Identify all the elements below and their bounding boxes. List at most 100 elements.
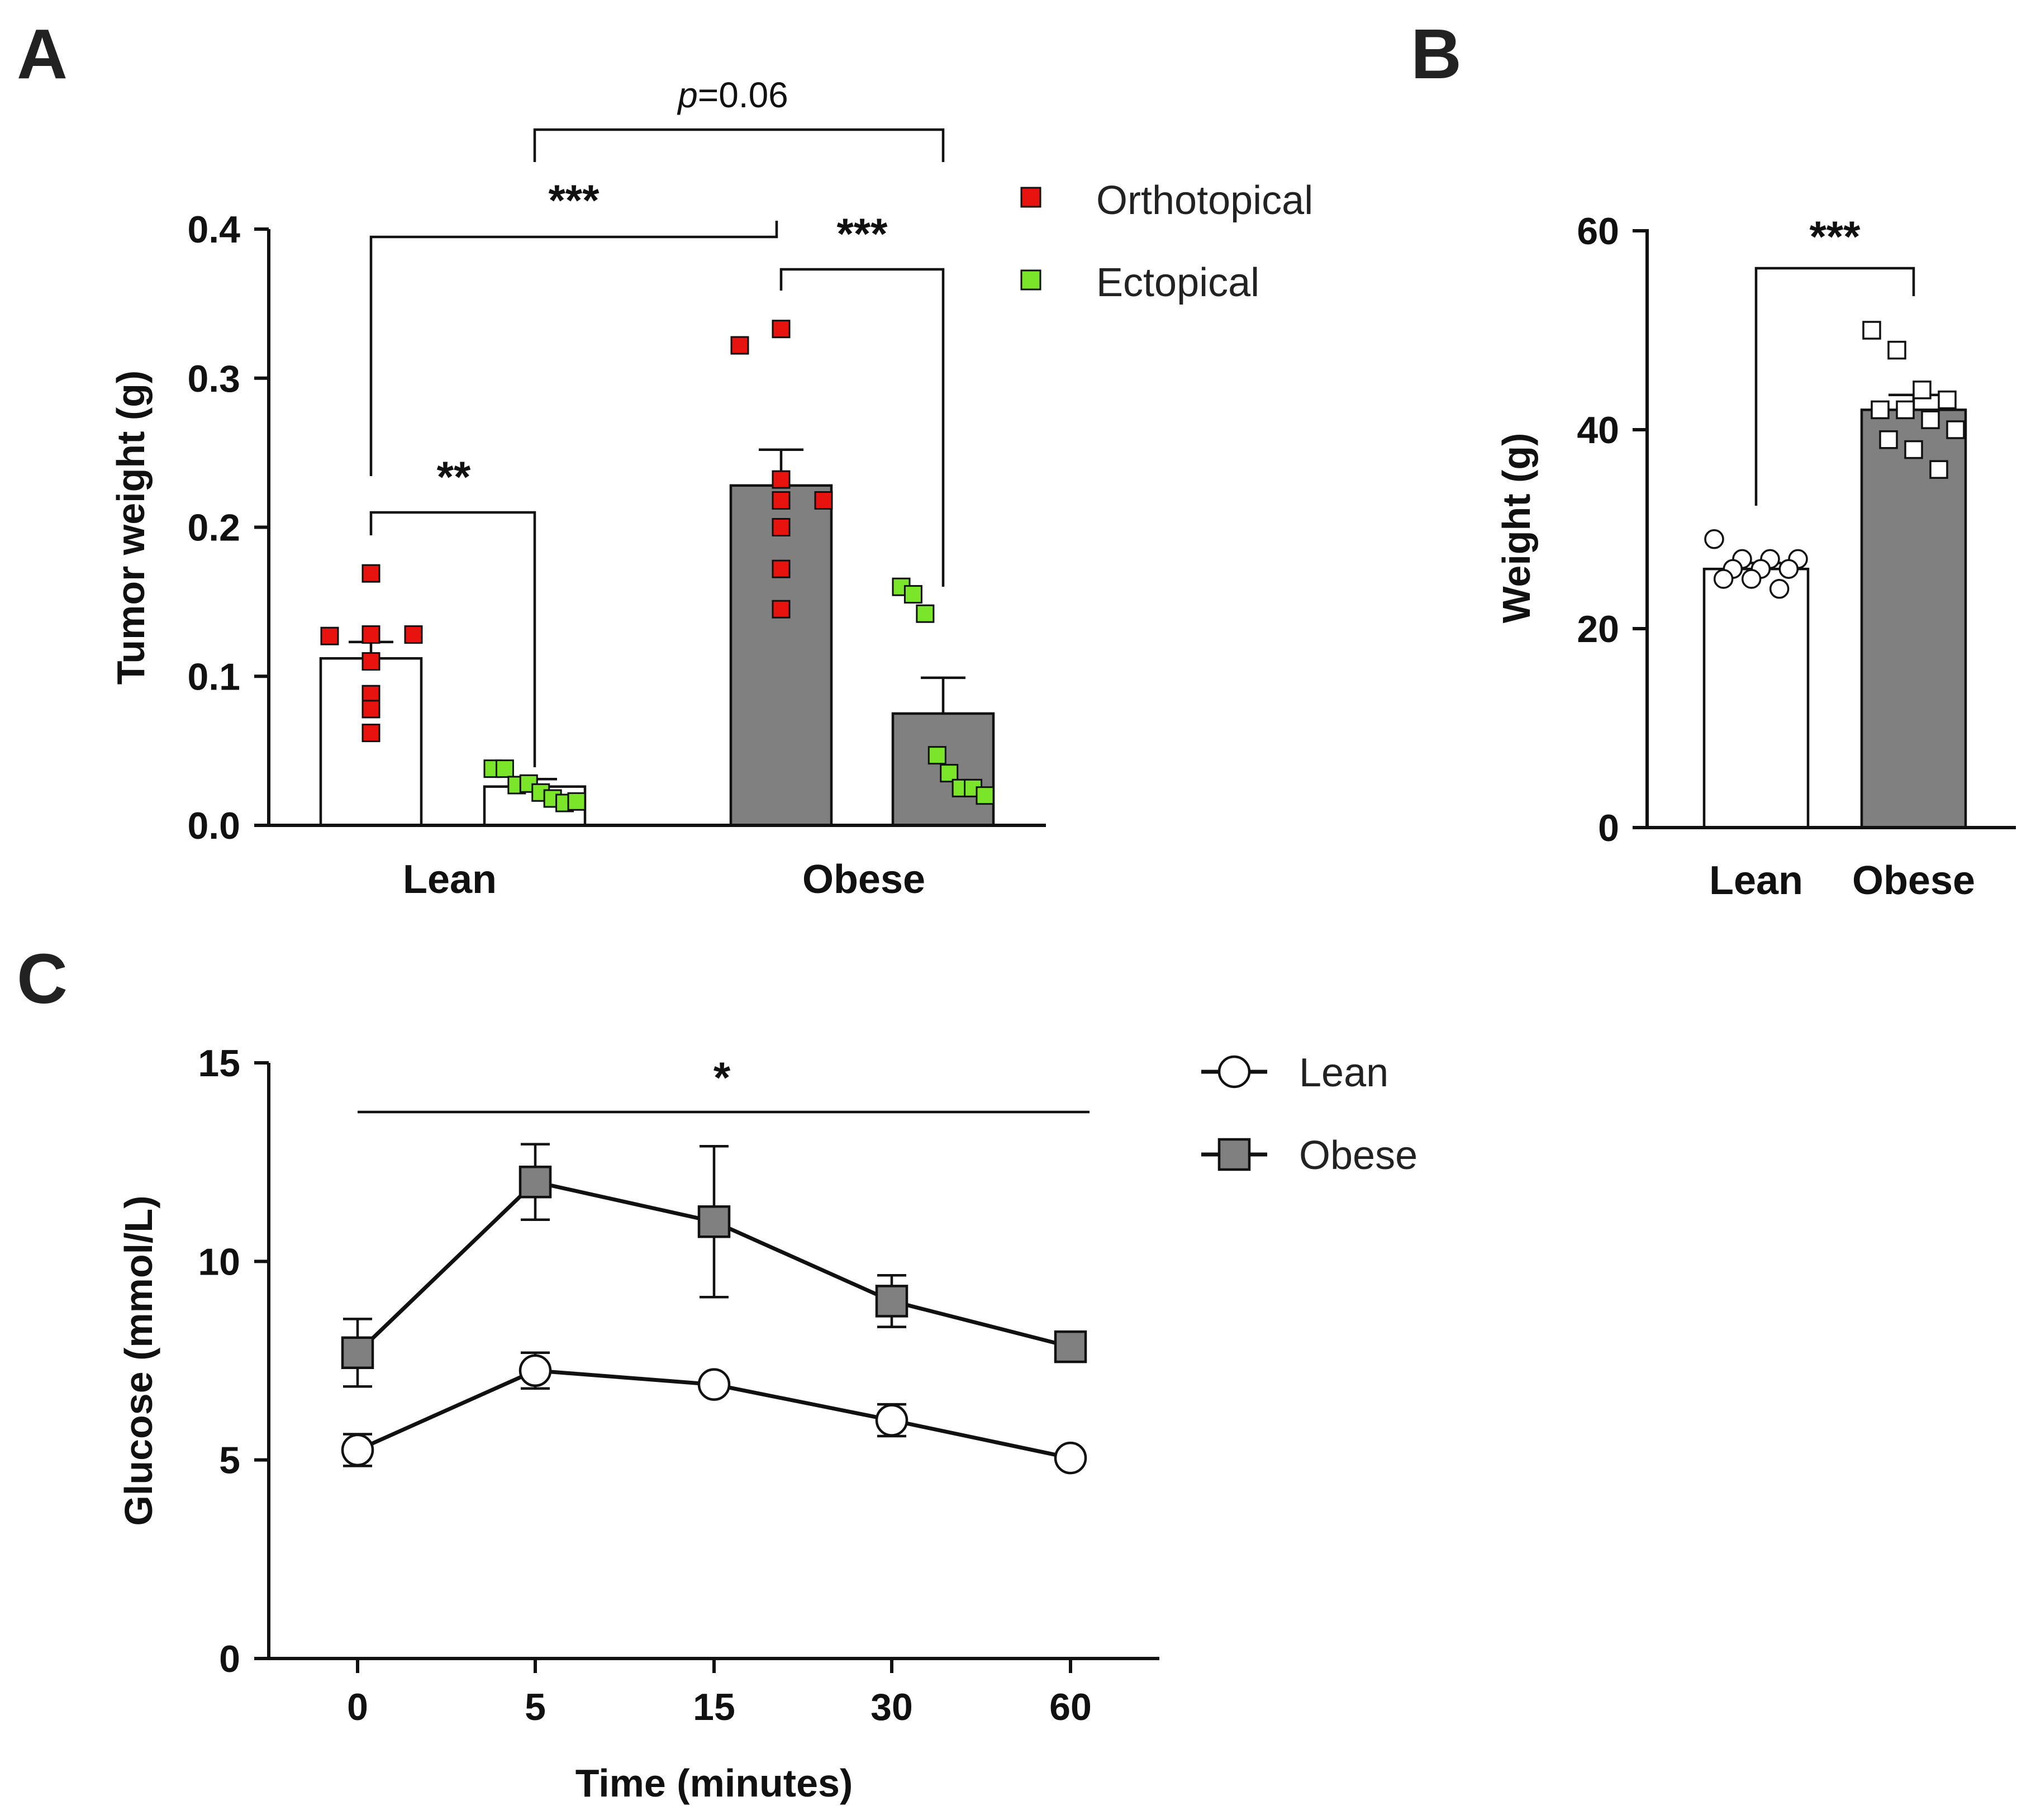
panel-c-y-tick-label: 5 [219, 1439, 240, 1482]
panel-b-y-tick-label: 60 [1577, 210, 1619, 253]
panel-a-error-bar [921, 676, 965, 714]
panel-c-y-tick-label: 10 [198, 1241, 240, 1283]
panel-a-point [927, 746, 946, 765]
panel-a-p-symbol: p [677, 75, 698, 115]
panel-a-bracket-obese-ortho-vs-ecto [779, 268, 945, 587]
legend-lean-marker [1217, 1055, 1251, 1089]
panel-b-letter: B [1411, 15, 1462, 93]
panel-c-marker-lean [875, 1404, 908, 1437]
legend-obese-marker [1217, 1138, 1251, 1171]
panel-c-marker-obese [697, 1205, 731, 1238]
panel-a-point [404, 625, 423, 644]
panel-a-points [320, 320, 995, 812]
panel-a-x-label-obese: Obese [802, 857, 925, 902]
panel-b-point [1938, 390, 1957, 410]
legend-ectopical-label: Ectopical [1096, 260, 1259, 305]
legend-obese-label: Obese [1299, 1133, 1417, 1178]
panel-a-y-tick-label: 0.3 [187, 358, 240, 400]
panel-a-bar-obese-orthotopical [729, 484, 833, 827]
panel-b-point [1913, 381, 1932, 400]
panel-a: A 0.00.10.20.30.4 Tumor weight (g) Lean … [17, 15, 1313, 902]
panel-a-y-axis-title: Tumor weight (g) [109, 370, 153, 685]
panel-b-point [1921, 410, 1940, 429]
panel-b-point [1704, 529, 1724, 549]
legend-orthotopical-label: Orthotopical [1096, 178, 1313, 223]
panel-c-marker-lean [341, 1433, 374, 1467]
panel-a-point [772, 600, 791, 619]
panel-a-y-tick-label: 0.2 [187, 507, 240, 549]
panel-c-x-axis-title: Time (minutes) [575, 1761, 853, 1805]
panel-b-x-label-lean: Lean [1709, 858, 1803, 903]
panel-c-x-tick-label: 60 [1049, 1686, 1092, 1728]
panel-b-point [1896, 400, 1915, 420]
panel-a-y-ticks: 0.0 0.1 0.2 0.3 0.4 [187, 208, 269, 847]
panel-c-marker-obese [1054, 1330, 1087, 1363]
panel-a-point [320, 626, 339, 645]
panel-a-point [361, 700, 380, 719]
legend-ectopical-swatch [1020, 269, 1041, 291]
panel-a-point [567, 792, 586, 811]
panel-a-sig-lean-ortho-vs-ecto: ** [437, 452, 471, 501]
panel-b-point [1871, 400, 1890, 420]
panel-a-point [495, 759, 514, 778]
panel-b-y-tick-label: 0 [1598, 807, 1619, 849]
panel-c-y-axis-title: Glucose (mmol/L) [117, 1195, 160, 1526]
panel-c-marker-obese [875, 1285, 908, 1318]
panel-c-marker-lean [697, 1368, 731, 1401]
panel-b-sig: *** [1809, 212, 1861, 261]
panel-a-bars [319, 484, 995, 827]
panel-b-point [1929, 460, 1948, 479]
panel-b-point [1904, 440, 1923, 459]
panel-b-point [1946, 420, 1965, 439]
panel-a-legend: Orthotopical Ectopical [1020, 178, 1313, 305]
panel-a-bracket-lean-vs-obese [369, 221, 778, 476]
panel-c-y-tick-label: 15 [198, 1042, 240, 1085]
panel-a-point [976, 786, 995, 805]
panel-c-marker-lean [1054, 1441, 1087, 1475]
panel-b-x-label-obese: Obese [1852, 858, 1975, 903]
panel-c: C 0 5 10 15 0 5 15 30 60 Glucose (mmol/L) Time … [17, 939, 1417, 1805]
panel-c-x-ticks: 0 5 15 30 60 [347, 1659, 1092, 1728]
panel-a-point [772, 559, 791, 578]
panel-a-y-tick-label: 0.1 [187, 655, 240, 698]
panel-a-p-value: p=0.06 [677, 75, 788, 115]
panel-c-x-tick-label: 30 [870, 1686, 913, 1728]
panel-b-point [1887, 340, 1906, 360]
panel-a-point [772, 470, 791, 489]
panel-c-y-ticks: 0 5 10 15 [198, 1042, 269, 1680]
panel-a-point [361, 625, 380, 644]
panel-c-sig: * [713, 1053, 731, 1102]
panel-b-bar-lean [1702, 567, 1810, 829]
panel-a-point [361, 724, 380, 743]
panel-a-sig-obese-ortho-vs-ecto: *** [836, 209, 888, 258]
panel-b-bars [1702, 408, 1967, 829]
panel-b-bracket [1754, 267, 1915, 506]
panel-c-y-tick-label: 0 [219, 1638, 240, 1680]
panel-a-bracket-lean-ortho-vs-ecto [369, 511, 536, 767]
panel-a-bracket-p006 [533, 128, 945, 162]
panel-c-markers [341, 1165, 1087, 1475]
panel-b: B 0 20 40 60 Weight (g) Lean Obese *** [1411, 15, 2016, 903]
panel-a-point [814, 491, 833, 510]
panel-a-y-tick-label: 0.4 [187, 208, 240, 251]
panel-b-y-tick-label: 20 [1577, 608, 1619, 650]
panel-a-x-label-lean: Lean [403, 857, 497, 902]
panel-b-point [1713, 569, 1734, 589]
panel-c-legend: Lean Obese [1201, 1051, 1417, 1178]
panel-b-point [1778, 559, 1799, 579]
panel-b-points [1704, 321, 1965, 599]
panel-b-point [1769, 579, 1790, 599]
panel-a-point [361, 564, 380, 583]
panel-a-letter: A [17, 15, 68, 93]
panel-b-y-axis-title: Weight (g) [1495, 433, 1538, 624]
panel-a-point [772, 518, 791, 536]
panel-b-y-tick-label: 40 [1577, 409, 1619, 452]
panel-c-marker-lean [518, 1354, 552, 1387]
panel-c-x-tick-label: 15 [693, 1686, 735, 1728]
panel-c-error-bars [343, 1143, 1085, 1467]
panel-a-point [772, 491, 791, 510]
panel-c-marker-obese [518, 1165, 552, 1199]
panel-b-bar-obese [1860, 408, 1967, 829]
panel-a-point [730, 336, 749, 355]
